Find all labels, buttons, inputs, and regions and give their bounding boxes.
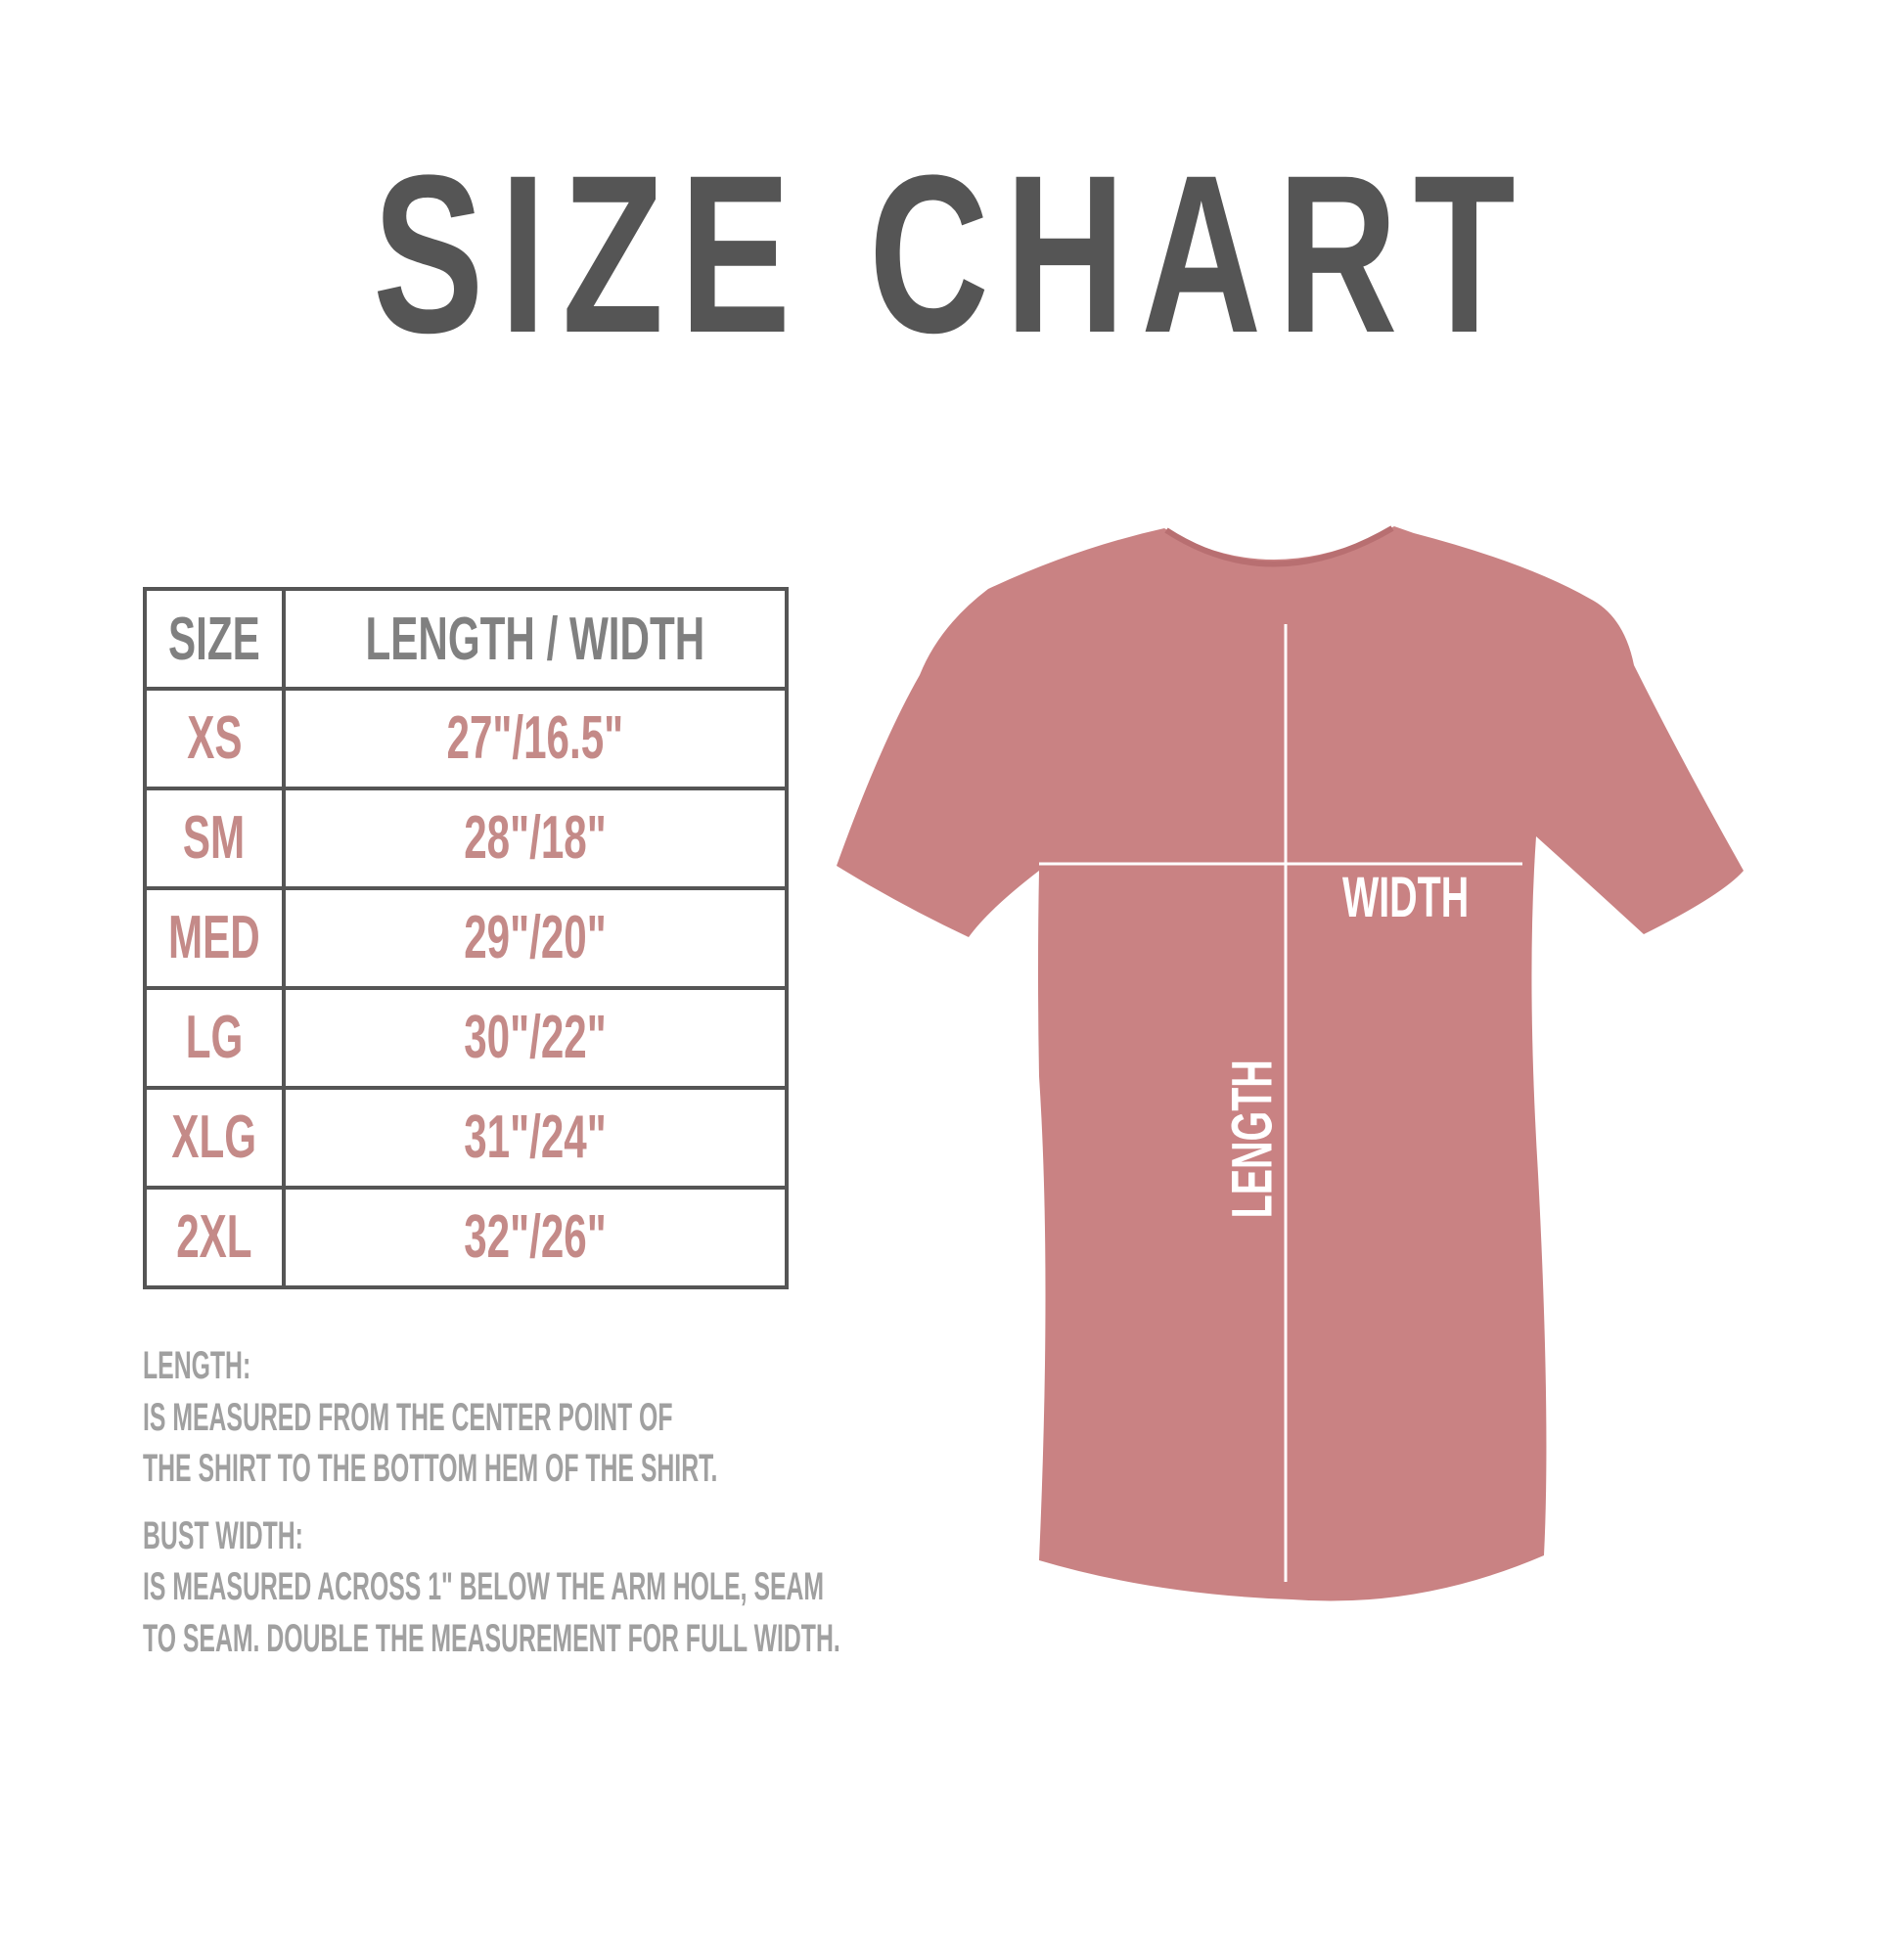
length-label: LENGTH (1220, 1059, 1285, 1219)
table-row: LG 30"/22" (143, 986, 789, 1090)
size-cell: SM (183, 804, 246, 872)
header-length-width: LENGTH / WIDTH (281, 587, 789, 691)
measurement-notes: LENGTH: IS MEASURED FROM THE CENTER POIN… (143, 1340, 1268, 1664)
table-row: XS 27"/16.5" (143, 687, 789, 790)
measure-cell: 32"/26" (463, 1203, 607, 1271)
header-size: SIZE (143, 587, 286, 691)
measure-cell: 31"/24" (463, 1103, 607, 1171)
table-row: SM 28"/18" (143, 787, 789, 890)
size-cell: MED (168, 904, 260, 971)
width-note-heading: BUST WIDTH: (143, 1513, 303, 1557)
page-title: SIZE CHART (373, 128, 1531, 380)
table-header-row: SIZE LENGTH / WIDTH (143, 587, 789, 691)
table-row: XLG 31"/24" (143, 1086, 789, 1190)
width-note-line: TO SEAM. DOUBLE THE MEASUREMENT FOR FULL… (143, 1616, 840, 1660)
size-cell: XLG (171, 1103, 257, 1171)
size-cell: XS (186, 704, 243, 772)
size-cell: LG (185, 1004, 244, 1071)
measure-cell: 28"/18" (463, 804, 607, 872)
length-note-heading: LENGTH: (143, 1344, 251, 1387)
measure-cell: 27"/16.5" (446, 704, 623, 772)
table-row: 2XL 32"/26" (143, 1186, 789, 1289)
size-table: SIZE LENGTH / WIDTH XS 27"/16.5" SM 28"/18… (143, 587, 789, 1289)
measure-cell: 30"/22" (463, 1004, 607, 1071)
width-label: WIDTH (1342, 866, 1470, 929)
measure-cell: 29"/20" (463, 904, 607, 971)
length-note-line: THE SHIRT TO THE BOTTOM HEM OF THE SHIRT… (143, 1447, 718, 1490)
table-row: MED 29"/20" (143, 886, 789, 990)
length-note-line: IS MEASURED FROM THE CENTER POINT OF (143, 1395, 673, 1439)
width-note-line: IS MEASURED ACROSS 1" BELOW THE ARM HOLE… (143, 1565, 825, 1608)
size-cell: 2XL (176, 1203, 252, 1271)
tshirt-shape (837, 526, 1744, 1601)
collar (1164, 525, 1394, 567)
